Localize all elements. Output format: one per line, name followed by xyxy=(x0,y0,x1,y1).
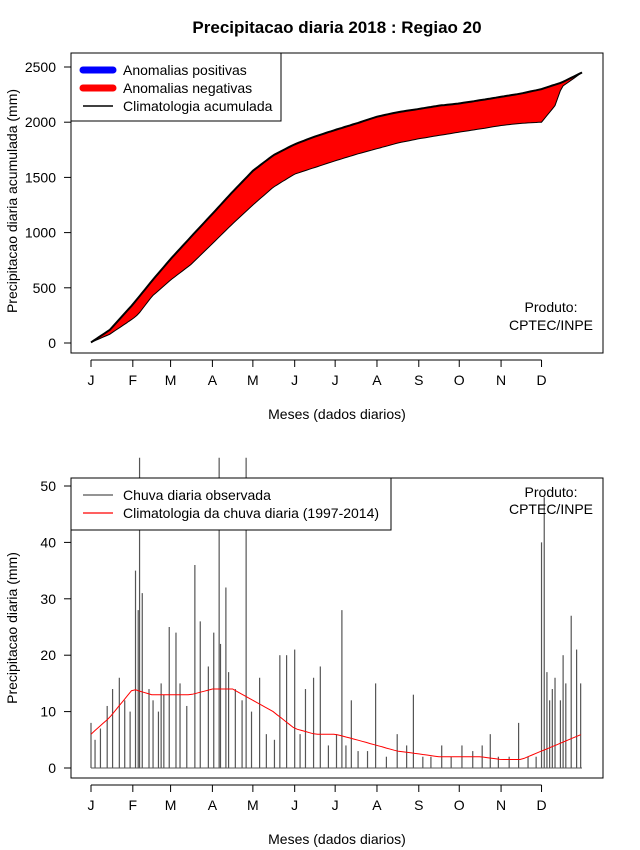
bottom-y-axis-label: Precipitacao diaria (mm) xyxy=(4,552,20,704)
top-y-tick-label: 1000 xyxy=(25,225,56,241)
bottom-x-tick-label: A xyxy=(372,797,382,813)
climatology-daily-line xyxy=(90,688,581,760)
top-product-label: Produto: xyxy=(525,299,578,315)
chart-title: Precipitacao diaria 2018 : Regiao 20 xyxy=(192,18,481,37)
bottom-x-axis-label: Meses (dados diarios) xyxy=(268,831,406,847)
top-x-tick-label: S xyxy=(414,372,423,388)
bottom-x-tick-label: N xyxy=(496,797,506,813)
bottom-y-tick-label: 50 xyxy=(40,478,56,494)
bottom-x-tick-label: F xyxy=(129,797,138,813)
bottom-x-tick-label: A xyxy=(208,797,218,813)
observed-bars xyxy=(90,457,582,769)
bottom-x-tick-label: J xyxy=(88,797,95,813)
bottom-x-tick-label: M xyxy=(165,797,177,813)
bottom-y-tick-label: 40 xyxy=(40,534,56,550)
top-x-tick-label: F xyxy=(129,372,138,388)
bottom-y-axis: 0 10 20 30 40 50 xyxy=(40,478,72,776)
legend-label-positive: Anomalias positivas xyxy=(123,62,247,78)
bottom-product-source: CPTEC/INPE xyxy=(509,501,593,517)
legend-label-climatology: Climatologia acumulada xyxy=(123,98,273,114)
top-x-tick-label: M xyxy=(247,372,259,388)
daily-panel: J F M A M J J A S O N D 0 10 20 30 40 50 Meses (dados di… xyxy=(4,457,604,847)
legend-label-climatology-daily: Climatologia da chuva diaria (1997-2014) xyxy=(123,505,379,521)
bottom-x-tick-label: O xyxy=(454,797,465,813)
top-legend: Anomalias positivas Anomalias negativas … xyxy=(70,52,282,122)
climatology-daily-polyline xyxy=(90,688,581,760)
bottom-x-tick-label: S xyxy=(414,797,423,813)
top-product-source: CPTEC/INPE xyxy=(509,317,593,333)
bottom-x-tick-label: D xyxy=(536,797,546,813)
top-y-tick-label: 500 xyxy=(33,280,57,296)
cumulative-panel: J F M A M J J A S O N D 0 500 1000 1500 2000 2500 Meses … xyxy=(4,52,604,422)
top-y-axis-label: Precipitacao diaria acumulada (mm) xyxy=(4,89,20,313)
top-x-tick-label: N xyxy=(496,372,506,388)
observed-cumulative-line xyxy=(90,72,583,343)
legend-label-negative: Anomalias negativas xyxy=(123,80,252,96)
bottom-legend-box xyxy=(70,477,392,531)
legend-label-observed: Chuva diaria observada xyxy=(123,487,271,503)
top-x-tick-label: D xyxy=(536,372,546,388)
top-x-tick-label: A xyxy=(372,372,382,388)
top-x-tick-label: O xyxy=(454,372,465,388)
cumulative-lines xyxy=(90,71,583,344)
top-y-axis: 0 500 1000 1500 2000 2500 xyxy=(25,59,72,351)
top-y-tick-label: 1500 xyxy=(25,169,56,185)
bottom-x-tick-label: J xyxy=(332,797,339,813)
top-y-tick-label: 2000 xyxy=(25,114,56,130)
top-y-tick-label: 2500 xyxy=(25,59,56,75)
top-x-tick-label: M xyxy=(165,372,177,388)
bottom-product-label: Produto: xyxy=(525,484,578,500)
top-y-tick-label: 0 xyxy=(48,335,56,351)
negative-anomaly-area xyxy=(91,72,582,343)
top-x-tick-label: A xyxy=(208,372,218,388)
top-x-axis-label: Meses (dados diarios) xyxy=(268,406,406,422)
bottom-x-tick-label: J xyxy=(291,797,298,813)
bottom-y-tick-label: 30 xyxy=(40,591,56,607)
anomaly-fill xyxy=(91,72,582,343)
bottom-y-tick-label: 10 xyxy=(40,704,56,720)
bottom-x-tick-label: M xyxy=(247,797,259,813)
bottom-legend: Chuva diaria observada Climatologia da c… xyxy=(70,477,392,531)
climatology-cumulative-line xyxy=(90,71,583,344)
top-x-tick-label: J xyxy=(291,372,298,388)
top-x-tick-label: J xyxy=(332,372,339,388)
bottom-y-tick-label: 20 xyxy=(40,647,56,663)
top-x-tick-label: J xyxy=(88,372,95,388)
bottom-y-tick-label: 0 xyxy=(48,760,56,776)
